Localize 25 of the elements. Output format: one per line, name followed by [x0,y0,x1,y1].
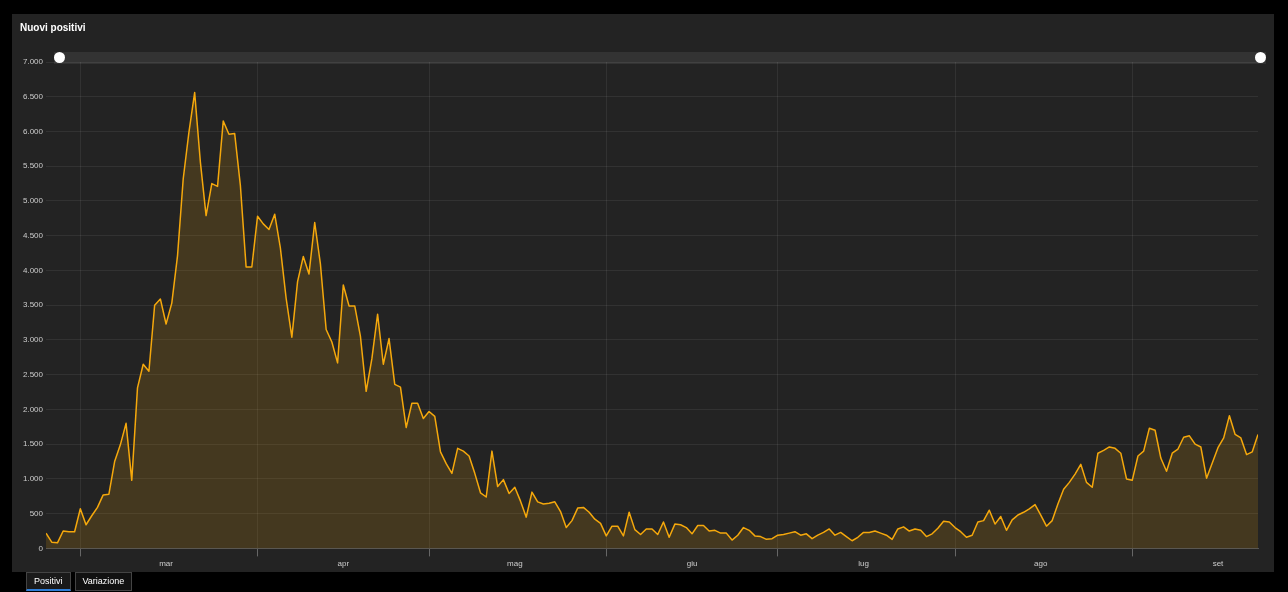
y-tick-label: 0 [38,543,44,553]
text: Positivi [26,572,71,591]
y-tick-label: 4.500 [22,230,44,240]
y-tick-label: 6.500 [22,91,44,101]
y-tick-label: 500 [29,508,44,518]
y-tick-label: 3.500 [22,300,44,310]
y-tick-label: 1.500 [22,439,44,449]
y-tick-label: 5.000 [22,196,44,206]
x-tick-label: lug [858,559,869,569]
y-tick-label: 2.500 [22,369,44,379]
y-tick-label: 2.000 [22,404,44,414]
x-tick-label: set [1212,559,1225,569]
x-tick-label: mag [507,559,523,569]
y-tick-label: 5.500 [22,161,44,171]
x-tick-label: mar [159,559,174,569]
x-tick-label: giu [686,559,698,569]
y-tick-label: 3.000 [22,335,44,345]
chart-title: Nuovi positivi [20,22,86,33]
y-tick-label: 1.000 [22,474,44,484]
y-tick-label: 6.000 [22,126,44,136]
text: Variazione [74,572,133,591]
y-tick-label: 7.000 [22,57,44,67]
x-tick-label: ago [1034,559,1048,569]
x-tick-label: apr [337,559,350,569]
y-tick-label: 4.000 [22,265,44,275]
